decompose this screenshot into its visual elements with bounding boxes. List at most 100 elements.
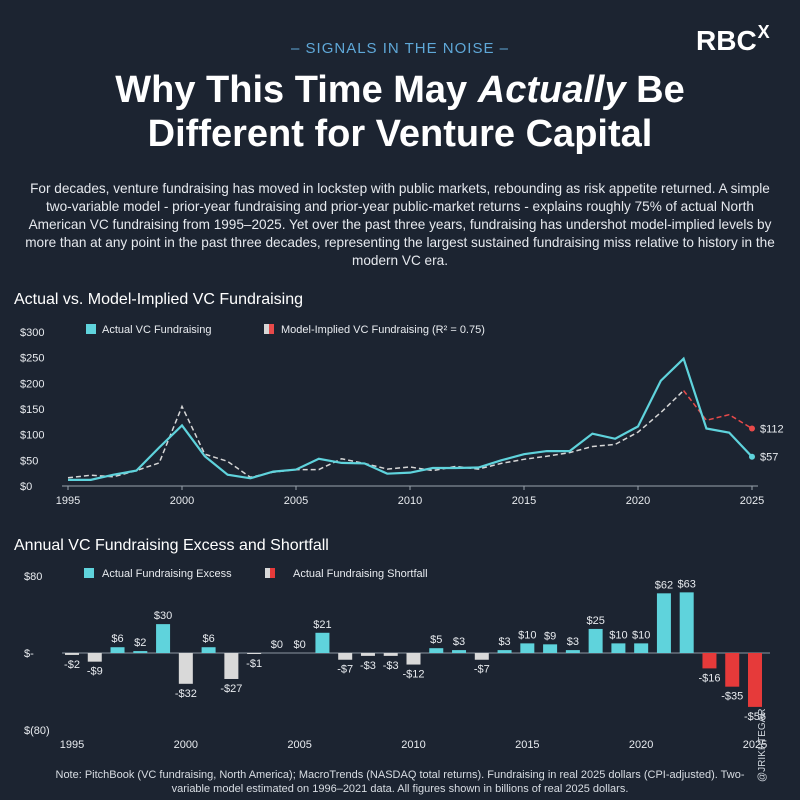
bar-label-2014: $3: [498, 636, 510, 648]
bar-2003: [247, 653, 262, 654]
bar-label-2015: $10: [518, 629, 536, 641]
series-model-line: [67, 389, 685, 479]
bar-2016: [543, 644, 558, 653]
x-tick-label: 2010: [398, 495, 422, 507]
bar-2017: [565, 650, 580, 653]
bar-2007: [338, 653, 353, 660]
bar-1998: [133, 651, 148, 653]
bar-label-1996: -$9: [87, 666, 103, 678]
bar-1999: [156, 624, 171, 653]
x-tick-label: 2005: [287, 739, 311, 751]
bar-2023: [702, 653, 717, 669]
x-tick-label: 2015: [515, 739, 539, 751]
bar-chart-title: Annual VC Fundraising Excess and Shortfa…: [14, 537, 329, 554]
bar-label-2019: $10: [609, 629, 627, 641]
y-tick-label: $300: [20, 327, 44, 339]
bar-label-2024: -$35: [721, 691, 743, 703]
legend-excess-label: Actual Fundraising Excess: [102, 568, 232, 580]
legend-shortfall-swatch: [265, 568, 270, 578]
title-line1-pre: Why This Time May: [115, 69, 478, 111]
x-tick-label: 2005: [284, 495, 308, 507]
x-tick-label: 2020: [626, 495, 650, 507]
bar-label-1999: $30: [154, 610, 172, 622]
bar-2012: [452, 650, 467, 653]
bar-label-2016: $9: [544, 630, 556, 642]
bar-chart: $80 $- $(80) Actual Fundraising Excess Actua…: [24, 568, 770, 751]
bar-label-2006: $21: [313, 619, 331, 631]
bar-label-2020: $10: [632, 629, 650, 641]
y-tick-label: $80: [24, 571, 42, 583]
legend-actual-label: Actual VC Fundraising: [102, 324, 211, 336]
legend-model-swatch: [264, 324, 269, 334]
bar-label-1995: -$2: [64, 659, 80, 671]
bar-label-2025: -$56: [744, 711, 766, 723]
bar-2011: [429, 648, 444, 653]
line-chart-title: Actual vs. Model-Implied VC Fundraising: [14, 291, 304, 308]
model-end-marker: [749, 425, 755, 432]
series-actual-line: [68, 356, 753, 481]
y-tick-label: $-: [24, 648, 34, 660]
series-model-forecast-line: [683, 390, 753, 430]
bar-label-2013: -$7: [474, 664, 490, 676]
legend-shortfall-label: Actual Fundraising Shortfall: [293, 568, 428, 580]
x-tick-label: 2015: [512, 495, 536, 507]
x-tick-label: 2025: [740, 495, 764, 507]
bar-2014: [497, 650, 512, 653]
intro-text: For decades, venture fundraising has mov…: [25, 181, 775, 268]
bar-label-2011: $5: [430, 634, 442, 646]
bar-2015: [520, 643, 535, 653]
x-tick-label: 2020: [629, 739, 653, 751]
bar-label-2005: $0: [294, 639, 306, 651]
bar-2019: [611, 643, 626, 653]
bar-2010: [406, 653, 421, 665]
bar-label-2022: $63: [678, 578, 696, 590]
y-tick-label: $200: [20, 378, 44, 390]
bar-label-2007: -$7: [337, 664, 353, 676]
bar-2008: [360, 653, 375, 656]
bar-label-2018: $25: [586, 615, 604, 627]
x-tick-label: 2025: [743, 739, 767, 751]
legend-model-swatch-red: [269, 324, 274, 334]
bar-2021: [656, 593, 671, 653]
footnote: Note: PitchBook (VC fundraising, North A…: [55, 769, 745, 795]
bar-label-2001: $6: [202, 633, 214, 645]
legend-shortfall-swatch-red: [270, 568, 275, 578]
bar-2020: [634, 643, 649, 653]
bar-2024: [725, 653, 740, 687]
y-tick-label: $(80): [24, 725, 50, 737]
x-tick-label: 1995: [60, 739, 84, 751]
actual-end-label: $57: [760, 452, 778, 464]
bar-label-2009: -$3: [383, 660, 399, 672]
bar-label-2000: -$32: [175, 688, 197, 700]
bar-label-2003: -$1: [246, 658, 262, 670]
bar-1996: [87, 653, 102, 662]
bar-label-2021: $62: [655, 579, 673, 591]
line-chart: $0 $50 $100 $150 $200 $250 $300 1995 2000 2005 201…: [20, 324, 784, 507]
x-tick-label: 2010: [401, 739, 425, 751]
bar-label-2004: $0: [271, 639, 283, 651]
bar-2025: [748, 653, 762, 707]
legend-actual-swatch: [86, 324, 96, 334]
bar-label-1998: $2: [134, 637, 146, 649]
bar-label-2008: -$3: [360, 660, 376, 672]
legend-model-label: Model-Implied VC Fundraising (R² = 0.75): [281, 324, 485, 336]
bar-2009: [383, 653, 398, 656]
bar-1995: [65, 653, 79, 655]
y-tick-label: $100: [20, 430, 44, 442]
bar-label-2017: $3: [567, 636, 579, 648]
x-tick-label: 2000: [174, 739, 198, 751]
rbcx-logo: RBCX: [696, 22, 770, 57]
legend-excess-swatch: [84, 568, 94, 578]
title-line1-em: Actually: [477, 69, 626, 111]
x-tick-label: 2000: [170, 495, 194, 507]
y-tick-label: $150: [20, 404, 44, 416]
logo-sup: X: [757, 22, 770, 42]
bar-2013: [474, 653, 489, 660]
title-line2: Different for Venture Capital: [147, 113, 653, 155]
model-end-label: $112: [760, 424, 784, 436]
bar-2006: [315, 632, 330, 653]
author-handle: @JRIKHTEGAR: [757, 708, 768, 783]
y-tick-label: $50: [20, 455, 38, 467]
bar-label-2002: -$27: [220, 683, 242, 695]
bar-label-1997: $6: [111, 633, 123, 645]
